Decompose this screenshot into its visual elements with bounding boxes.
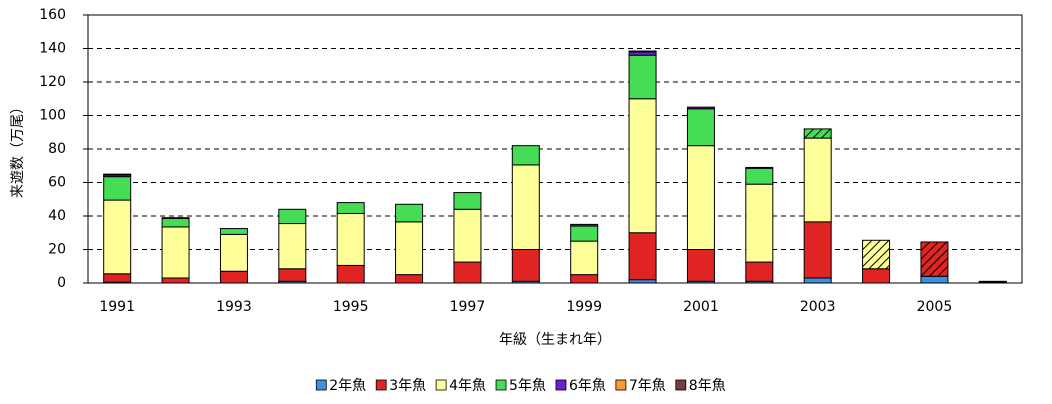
bar-segment [336,264,365,284]
legend-label: 5年魚 [509,378,546,394]
x-tick-label: 1995 [333,299,369,315]
legend-swatch [675,379,687,391]
bar-segment [103,199,132,275]
legend-label: 8年魚 [689,378,726,394]
bar-segment [803,221,832,279]
bar-segment [978,280,1007,283]
bar-segment [278,208,307,225]
bar-segment [336,212,365,266]
legend-swatch [555,379,567,391]
bar-segment [628,50,657,53]
legend-label: 3年魚 [389,378,426,394]
legend-label: 7年魚 [629,378,666,394]
bar-segment [686,108,715,147]
bar-segment [745,183,774,263]
bar-segment [453,261,482,284]
bar-segment [219,233,248,272]
x-tick-label: 1999 [566,299,602,315]
bar-segment [628,98,657,234]
legend-swatch [615,379,627,391]
legend-swatch [435,379,447,391]
legend-label: 2年魚 [329,378,366,394]
bar-segment [862,268,891,284]
bar-segment [570,223,599,227]
bar-segment [336,202,365,214]
bar-segment [161,277,190,284]
bar-segment [161,226,190,279]
bar-segment [920,275,949,284]
bar-segment [803,277,832,284]
bar-segment [570,225,599,242]
x-tick-label: 2001 [683,299,719,315]
bar-segment [103,176,132,201]
y-tick-label: 60 [48,175,66,191]
bar-segment [453,192,482,210]
plot-frame [87,14,1023,284]
bar-segment [219,270,248,284]
legend-swatch [315,379,327,391]
bar-segment [278,223,307,270]
bar-segment [686,106,715,110]
y-tick-label: 100 [39,108,66,124]
legend-label: 4年魚 [449,378,486,394]
legend: 2年魚 3年魚 4年魚 5年魚 6年魚 7年魚 8年魚 [315,378,726,394]
bar-segment [803,137,832,223]
bar-segment [628,51,657,56]
y-tick-label: 20 [48,242,66,258]
bar-segment [103,273,132,283]
y-axis-title: 来遊数（万尾） [10,100,26,198]
bar-segment [278,268,307,282]
y-tick-label: 40 [48,208,66,224]
y-tick-label: 120 [39,74,66,90]
y-tick-label: 80 [48,141,66,157]
x-tick-label: 1997 [450,299,486,315]
bar-segment [453,208,482,263]
y-tick-label: 0 [57,275,66,291]
legend-label: 6年魚 [569,378,606,394]
bar-segment [511,145,540,166]
bar-segment [686,249,715,282]
bar-segment [745,167,774,185]
bar-segment [570,274,599,284]
legend-swatch [375,379,387,391]
bar-segment [395,221,424,276]
bar-segment [161,218,190,228]
bar-segment [920,241,949,277]
legend-swatch [495,379,507,391]
bar-segment [103,173,132,176]
x-axis-title: 年級（生まれ年） [499,332,611,348]
bar-segment [628,232,657,281]
x-tick-label: 2003 [800,299,836,315]
bar-segment [219,228,248,235]
bar-segment [745,261,774,282]
bar-segment [862,239,891,270]
bar-segment [745,166,774,169]
x-tick-label: 1993 [216,299,252,315]
bar-segment [511,164,540,251]
bar-segment [628,279,657,284]
y-tick-label: 160 [39,7,66,23]
bar-segment [628,54,657,100]
x-tick-label: 1991 [99,299,135,315]
bar-segment [161,217,190,220]
bar-segment [686,145,715,250]
bar-segment [803,128,832,139]
x-tick-label: 2005 [917,299,953,315]
y-tick-label: 140 [39,41,66,57]
bar-segment [570,240,599,276]
bar-segment [395,274,424,284]
bar-segment [511,249,540,282]
bar-segment [395,203,424,223]
